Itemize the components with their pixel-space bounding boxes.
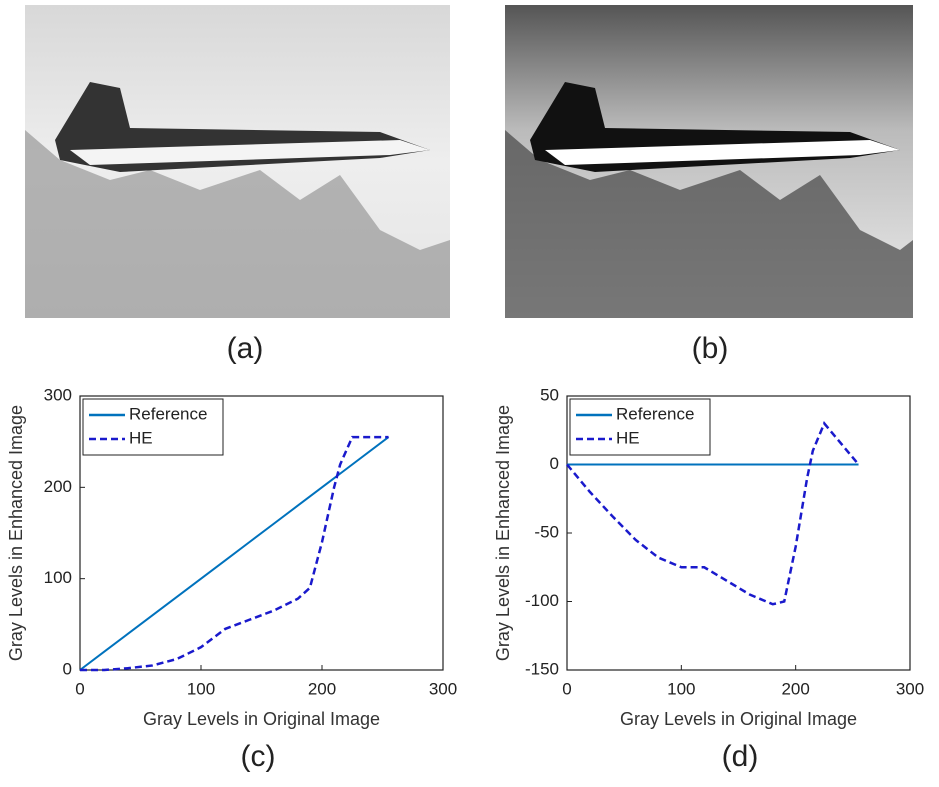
x-tick-label: 0	[75, 679, 84, 698]
x-tick-label: 300	[429, 679, 457, 698]
x-axis-label: Gray Levels in Original Image	[143, 709, 380, 729]
photo-enhanced	[505, 5, 913, 318]
x-tick-label: 0	[562, 679, 571, 698]
y-axis-label: Gray Levels in Enhanced Image	[493, 405, 513, 661]
x-tick-label: 200	[781, 679, 809, 698]
y-tick-label: -150	[525, 659, 559, 678]
y-tick-label: 0	[63, 659, 72, 678]
x-tick-label: 300	[896, 679, 924, 698]
x-tick-label: 100	[187, 679, 215, 698]
y-tick-label: 0	[550, 454, 559, 473]
x-tick-label: 200	[308, 679, 336, 698]
y-axis-label: Gray Levels in Enhanced Image	[6, 405, 26, 661]
legend-label: Reference	[129, 404, 207, 423]
y-tick-label: -50	[534, 522, 559, 541]
y-tick-label: 200	[44, 477, 72, 496]
y-tick-label: 50	[540, 385, 559, 404]
caption: (d)	[722, 740, 759, 773]
y-tick-label: -100	[525, 591, 559, 610]
series-line	[80, 435, 389, 672]
legend-label: HE	[129, 428, 153, 447]
legend-label: HE	[616, 428, 640, 447]
caption: (a)	[227, 332, 264, 365]
caption: (c)	[241, 740, 276, 773]
x-axis-label: Gray Levels in Original Image	[620, 709, 857, 729]
y-tick-label: 100	[44, 568, 72, 587]
caption: (b)	[692, 332, 729, 365]
x-tick-label: 100	[667, 679, 695, 698]
photo-original	[25, 5, 450, 318]
legend-box	[82, 398, 224, 456]
legend-box	[569, 398, 711, 456]
series-line	[566, 421, 860, 606]
legend-label: Reference	[616, 404, 694, 423]
y-tick-label: 300	[44, 385, 72, 404]
